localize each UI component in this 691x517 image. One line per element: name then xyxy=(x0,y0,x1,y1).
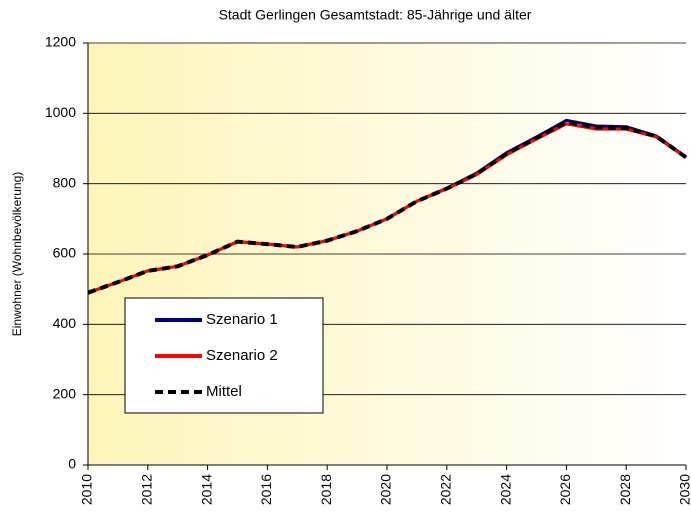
y-tick-label: 0 xyxy=(68,456,76,472)
y-tick-label: 800 xyxy=(53,174,77,190)
x-tick-label: 2010 xyxy=(79,474,95,505)
chart-title: Stadt Gerlingen Gesamtstadt: 85-Jährige … xyxy=(219,7,532,23)
x-tick-label: 2014 xyxy=(198,474,214,505)
x-tick-label: 2030 xyxy=(677,474,691,505)
x-tick-label: 2012 xyxy=(139,474,155,505)
legend-label: Szenario 2 xyxy=(206,347,278,364)
x-tick-label: 2024 xyxy=(497,474,513,505)
y-tick-label: 1000 xyxy=(45,104,76,120)
y-axis-label: Einwohner (Wohnbevölkerung) xyxy=(10,172,24,337)
x-tick-label: 2022 xyxy=(438,474,454,505)
legend-label: Szenario 1 xyxy=(206,311,278,328)
x-tick-label: 2026 xyxy=(557,474,573,505)
y-tick-label: 600 xyxy=(53,245,77,261)
x-tick-label: 2018 xyxy=(318,474,334,505)
x-tick-label: 2016 xyxy=(258,474,274,505)
series-line xyxy=(87,120,688,295)
x-tick-label: 2028 xyxy=(617,474,633,505)
y-tick-label: 200 xyxy=(53,385,77,401)
legend-label: Mittel xyxy=(206,383,242,400)
y-tick-label: 400 xyxy=(53,315,77,331)
y-tick-label: 1200 xyxy=(45,34,76,50)
x-tick-label: 2020 xyxy=(378,474,394,505)
